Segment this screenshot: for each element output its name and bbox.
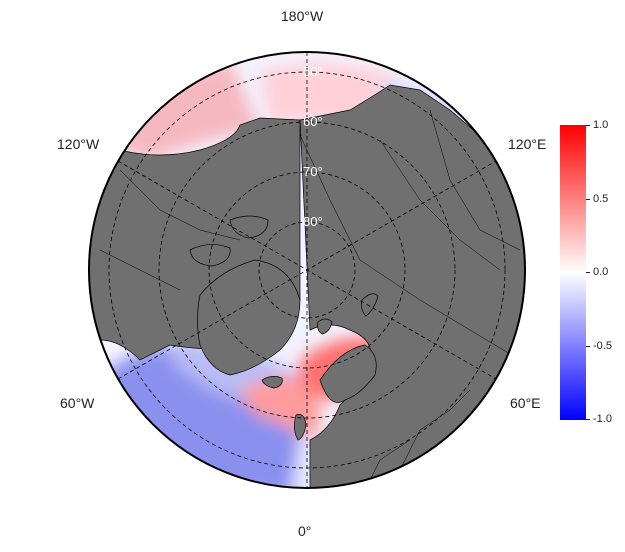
- colorbar-tick-1: 1.0: [593, 119, 609, 131]
- colorbar: [560, 125, 586, 420]
- lon-label-bottom: 0°: [298, 523, 312, 539]
- lat-label-80: 80°: [303, 214, 323, 229]
- lon-label-upper-left: 120°W: [57, 136, 100, 152]
- lat-label-70: 70°: [303, 164, 323, 179]
- lat-label-60: 60°: [303, 114, 323, 129]
- country-borders: [99, 109, 521, 488]
- meridians: [117, 52, 497, 488]
- colorbar-tick-neg-0-5: -0.5: [593, 340, 612, 352]
- colorbar-tick-neg-1: -1.0: [593, 413, 612, 425]
- colorbar-tick-0-5: 0.5: [593, 193, 609, 205]
- lon-label-lower-left: 60°W: [60, 395, 95, 411]
- colorbar-tick-0: 0.0: [593, 266, 609, 278]
- map-boundary: [88, 51, 526, 489]
- lon-label-upper-right: 120°E: [508, 136, 547, 152]
- landmass: [89, 84, 525, 488]
- lon-label-lower-right: 60°E: [510, 395, 541, 411]
- lat-label-50: 50°: [303, 64, 323, 79]
- lon-label-top: 180°W: [281, 8, 324, 24]
